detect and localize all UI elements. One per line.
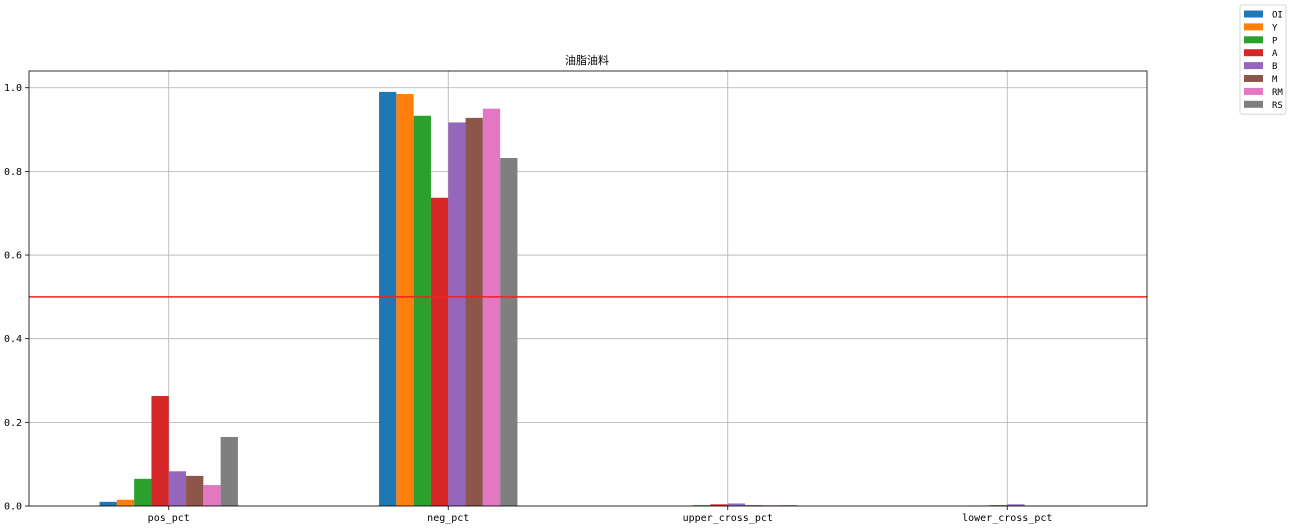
- bars: [99, 91, 1077, 507]
- legend-label-rm: RM: [1272, 88, 1283, 98]
- legend-swatch-m: [1244, 75, 1263, 82]
- legend-label-rs: RS: [1272, 101, 1283, 111]
- bar-oi-pos-pct: [99, 501, 117, 506]
- legend-label-b: B: [1272, 62, 1277, 72]
- bar-m-upper-cross-pct: [745, 505, 763, 506]
- bar-rm-neg-pct: [482, 108, 501, 507]
- bar-b-lower-cross-pct: [1007, 504, 1025, 506]
- legend-swatch-a: [1244, 49, 1263, 57]
- y-tick-label: 0.4: [4, 334, 22, 345]
- bar-m-neg-pct: [465, 117, 483, 506]
- bar-rm-pos-pct: [203, 485, 221, 506]
- legend-label-a: A: [1272, 49, 1278, 59]
- legend-label-m: M: [1272, 75, 1278, 85]
- bar-rm-upper-cross-pct: [762, 505, 780, 506]
- x-tick-label: neg_pct: [427, 513, 469, 524]
- axes: 0.0 0.2 0.4 0.6 0.8 1.0 pos_pct neg_pct upper_cr…: [4, 70, 1148, 524]
- bar-m-pos-pct: [186, 475, 204, 506]
- bar-oi-neg-pct: [379, 91, 397, 507]
- x-tick-label: upper_cross_pct: [683, 513, 773, 524]
- y-tick-label: 1.0: [4, 83, 22, 94]
- x-tick-label: lower_cross_pct: [962, 513, 1052, 524]
- x-tick-label: pos_pct: [148, 513, 190, 524]
- plot-frame: [28, 70, 1148, 507]
- grid: [29, 71, 1147, 507]
- bar-a-upper-cross-pct: [710, 504, 728, 506]
- bar-rs-pos-pct: [220, 436, 238, 506]
- legend-box: [1239, 4, 1287, 115]
- legend-swatch-p: [1244, 36, 1263, 44]
- bar-p-pos-pct: [134, 478, 152, 506]
- bar-b-upper-cross-pct: [727, 503, 746, 506]
- bar-b-pos-pct: [168, 471, 187, 506]
- legend-swatch-b: [1244, 62, 1263, 70]
- bar-p-neg-pct: [413, 115, 431, 506]
- bar-a-neg-pct: [430, 197, 449, 506]
- y-tick-label: 0.8: [4, 167, 22, 178]
- legend-label-oi: OI: [1272, 11, 1283, 21]
- bar-b-neg-pct: [448, 122, 466, 506]
- legend-swatch-oi: [1244, 10, 1263, 18]
- bar-p-upper-cross-pct: [693, 505, 711, 506]
- chart-title: 油脂油料: [565, 53, 609, 67]
- bar-a-pos-pct: [151, 395, 169, 506]
- bar-y-pos-pct: [116, 499, 135, 506]
- bar-rs-upper-cross-pct: [779, 505, 797, 506]
- y-tick-label: 0.2: [4, 418, 22, 429]
- legend-label-p: P: [1272, 36, 1278, 46]
- bar-y-neg-pct: [396, 94, 414, 506]
- legend-swatch-y: [1244, 23, 1263, 31]
- legend-label-y: Y: [1272, 23, 1278, 33]
- y-tick-label: 0.0: [4, 502, 22, 513]
- bar-a-lower-cross-pct: [989, 505, 1008, 506]
- legend-swatch-rs: [1244, 100, 1263, 108]
- legend-swatch-rm: [1244, 87, 1263, 95]
- bar-rs-neg-pct: [500, 158, 518, 506]
- y-tick-label: 0.6: [4, 251, 22, 262]
